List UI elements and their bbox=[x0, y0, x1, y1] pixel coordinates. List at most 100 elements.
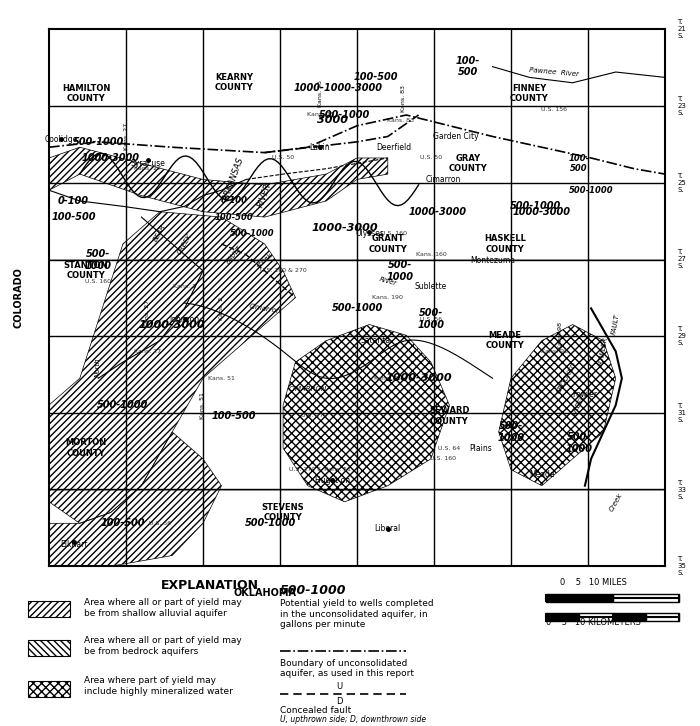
Text: 500-
1000: 500- 1000 bbox=[498, 421, 524, 443]
Bar bbox=[28, 640, 70, 656]
Text: Kans. 83: Kans. 83 bbox=[374, 376, 401, 380]
Text: COLORADO: COLORADO bbox=[13, 267, 23, 328]
Text: 1000-3000: 1000-3000 bbox=[139, 319, 206, 330]
Text: Johnson: Johnson bbox=[169, 314, 200, 324]
Text: Kans. 98: Kans. 98 bbox=[558, 322, 563, 348]
Text: 1000-3000: 1000-3000 bbox=[312, 223, 378, 233]
Text: 500-1000: 500-1000 bbox=[97, 400, 148, 410]
Text: 500-1000: 500-1000 bbox=[331, 303, 383, 314]
Text: Area where part of yield may
include highly mineralized water: Area where part of yield may include hig… bbox=[84, 677, 233, 696]
Text: 100-500: 100-500 bbox=[211, 411, 256, 421]
Text: 1000-3000: 1000-3000 bbox=[408, 207, 466, 216]
Text: Plains: Plains bbox=[469, 444, 491, 452]
Text: Liberal: Liberal bbox=[374, 524, 401, 533]
Text: HAMILTON
COUNTY: HAMILTON COUNTY bbox=[62, 83, 110, 103]
Text: Kans. 160: Kans. 160 bbox=[416, 252, 447, 257]
Text: Kans. 51: Kans. 51 bbox=[208, 376, 235, 380]
Text: U.S. 156: U.S. 156 bbox=[541, 107, 567, 112]
Text: Kans. 98: Kans. 98 bbox=[540, 349, 568, 354]
Text: Boundary of unconsolidated
aquifer, as used in this report: Boundary of unconsolidated aquifer, as u… bbox=[280, 658, 414, 678]
Text: CIMARRON: CIMARRON bbox=[288, 386, 327, 392]
Text: T.
33
S.: T. 33 S. bbox=[678, 480, 686, 499]
Text: Syracuse: Syracuse bbox=[130, 159, 165, 168]
Text: ARKANSAS: ARKANSAS bbox=[222, 157, 246, 203]
Text: Kans. 2: Kans. 2 bbox=[173, 285, 196, 290]
Text: Kans. 190: Kans. 190 bbox=[372, 295, 403, 300]
Bar bbox=[612, 594, 679, 603]
Text: U, upthrown side; D, downthrown side: U, upthrown side; D, downthrown side bbox=[280, 715, 426, 724]
Text: Concealed fault: Concealed fault bbox=[280, 706, 351, 714]
Text: CROOKED: CROOKED bbox=[555, 362, 578, 395]
Text: 100-500: 100-500 bbox=[354, 73, 398, 82]
Text: U.S. 270 & Kans. 51: U.S. 270 & Kans. 51 bbox=[289, 467, 351, 472]
Text: 1000-1000-3000: 1000-1000-3000 bbox=[294, 83, 383, 93]
Text: 100-500: 100-500 bbox=[214, 213, 253, 221]
Text: Kans. 27: Kans. 27 bbox=[134, 166, 161, 171]
Text: Potential yield to wells completed
in the unconsolidated aquifer, in
gallons per: Potential yield to wells completed in th… bbox=[280, 599, 433, 629]
Text: FAULT: FAULT bbox=[225, 245, 243, 265]
Text: 500-1000: 500-1000 bbox=[230, 229, 274, 237]
Text: U.S. 160: U.S. 160 bbox=[430, 457, 456, 461]
Text: Kans. 83: Kans. 83 bbox=[400, 86, 406, 113]
Text: U.S. 160: U.S. 160 bbox=[381, 231, 407, 236]
Text: D: D bbox=[336, 697, 343, 706]
Text: 500-1000: 500-1000 bbox=[510, 201, 561, 211]
Text: U.S. 270: U.S. 270 bbox=[301, 413, 327, 418]
Text: Kans. 83: Kans. 83 bbox=[386, 118, 414, 123]
Text: FAULT: FAULT bbox=[611, 314, 620, 335]
Text: Creek: Creek bbox=[608, 492, 624, 512]
Text: 500-1000: 500-1000 bbox=[73, 137, 124, 147]
Text: Kans. 25: Kans. 25 bbox=[318, 80, 323, 107]
Text: 500-1000: 500-1000 bbox=[569, 186, 613, 195]
Bar bbox=[28, 681, 70, 697]
Text: T.
25
S.: T. 25 S. bbox=[678, 173, 686, 192]
Text: Kans. 27: Kans. 27 bbox=[134, 349, 161, 354]
Text: GRANT
COUNTY: GRANT COUNTY bbox=[368, 234, 407, 253]
Text: FINNEY
COUNTY: FINNEY COUNTY bbox=[510, 83, 549, 103]
Text: 500-
1000: 500- 1000 bbox=[85, 249, 112, 271]
Text: 100-500: 100-500 bbox=[101, 518, 145, 529]
Bar bbox=[645, 613, 679, 621]
Text: River: River bbox=[378, 277, 398, 287]
Text: 1000-3000: 1000-3000 bbox=[385, 373, 452, 383]
Bar bbox=[612, 613, 645, 621]
Text: MORTON
COUNTY: MORTON COUNTY bbox=[65, 439, 106, 458]
Text: 100-
500: 100- 500 bbox=[568, 154, 589, 173]
Text: T.
21
S.: T. 21 S. bbox=[678, 19, 686, 39]
Text: T.
35
S.: T. 35 S. bbox=[678, 556, 686, 576]
Text: 1000-3000: 1000-3000 bbox=[82, 153, 139, 163]
Text: Elkhart: Elkhart bbox=[60, 540, 88, 550]
Text: Kans. 25: Kans. 25 bbox=[307, 113, 333, 118]
Text: MEADE
COUNTY: MEADE COUNTY bbox=[486, 331, 524, 351]
Text: Kans. 27: Kans. 27 bbox=[123, 123, 129, 150]
Text: HASKELL
COUNTY: HASKELL COUNTY bbox=[484, 234, 526, 253]
Text: GRAY
COUNTY: GRAY COUNTY bbox=[449, 154, 487, 173]
Text: Fowler: Fowler bbox=[573, 390, 598, 399]
Text: 500-
1000: 500- 1000 bbox=[566, 432, 592, 454]
Text: 100-
500: 100- 500 bbox=[456, 56, 480, 78]
Text: CREEK: CREEK bbox=[176, 232, 193, 256]
Text: 3000: 3000 bbox=[317, 115, 348, 126]
Text: Lakin: Lakin bbox=[309, 143, 330, 152]
Text: EXPLANATION: EXPLANATION bbox=[161, 579, 259, 592]
Text: 1000-3000: 1000-3000 bbox=[513, 207, 570, 216]
Text: T.
29
S.: T. 29 S. bbox=[678, 326, 686, 346]
Text: Ulysses: Ulysses bbox=[355, 229, 384, 237]
Text: Garden City: Garden City bbox=[433, 132, 478, 141]
Text: 500-1000: 500-1000 bbox=[319, 110, 370, 120]
Text: U.S. 160 & 270: U.S. 160 & 270 bbox=[260, 269, 307, 273]
Text: T.
23
S.: T. 23 S. bbox=[678, 96, 686, 115]
Text: Sublette: Sublette bbox=[415, 282, 447, 291]
Text: SEWARD
COUNTY: SEWARD COUNTY bbox=[429, 406, 470, 425]
Text: Cimarron: Cimarron bbox=[248, 303, 281, 314]
Text: Kans. 2: Kans. 2 bbox=[219, 297, 224, 320]
Text: U.S. 160: U.S. 160 bbox=[85, 279, 111, 284]
Text: 0    5   10 KILOMETERS: 0 5 10 KILOMETERS bbox=[546, 618, 641, 627]
Text: Satanta: Satanta bbox=[360, 336, 391, 345]
Text: Area where all or part of yield may
be from bedrock aquifers: Area where all or part of yield may be f… bbox=[84, 637, 241, 656]
Text: 500-1000: 500-1000 bbox=[245, 518, 296, 529]
Text: T.
27
S.: T. 27 S. bbox=[678, 249, 686, 269]
Text: FOWLER: FOWLER bbox=[598, 336, 609, 367]
Text: U.S. 56: U.S. 56 bbox=[420, 317, 442, 322]
Text: STANTON
COUNTY: STANTON COUNTY bbox=[64, 261, 108, 280]
